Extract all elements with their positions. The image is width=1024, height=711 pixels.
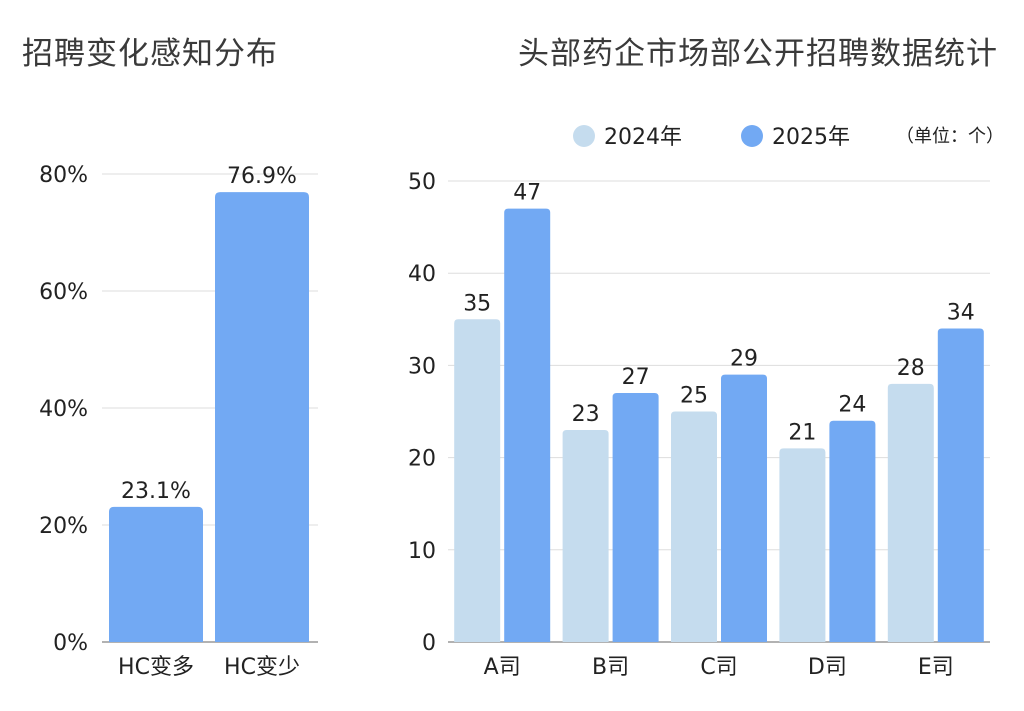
- right-category-label: E司: [918, 655, 954, 680]
- right-bar-value-label: 47: [513, 181, 541, 206]
- left-bar-value-label: 23.1%: [121, 479, 191, 504]
- right-category-label: C司: [700, 655, 737, 680]
- right-chart-title: 头部药企市场部公开招聘数据统计: [518, 36, 998, 72]
- left-y-tick-label: 80%: [39, 163, 88, 188]
- left-y-tick-label: 40%: [39, 397, 88, 422]
- right-y-tick-label: 30: [408, 354, 436, 379]
- right-bar: [937, 328, 984, 642]
- legend-swatch: [741, 125, 763, 147]
- left-y-tick-label: 20%: [39, 514, 88, 539]
- right-bar-value-label: 21: [788, 420, 816, 445]
- right-bar: [454, 319, 501, 642]
- left-y-tick-label: 60%: [39, 280, 88, 305]
- unit-note: （单位：个）: [896, 126, 1004, 147]
- right-bar: [562, 429, 609, 642]
- right-bar-value-label: 25: [680, 384, 708, 409]
- right-category-label: A司: [484, 655, 521, 680]
- right-bar: [612, 393, 659, 642]
- left-bar: [215, 192, 309, 642]
- right-bar: [779, 448, 826, 642]
- right-y-tick-label: 10: [408, 539, 436, 564]
- right-y-tick-label: 40: [408, 262, 436, 287]
- left-category-label: HC变多: [118, 655, 194, 680]
- left-y-tick-label: 0%: [53, 631, 88, 656]
- legend-label: 2025年: [772, 125, 850, 150]
- legend-swatch: [573, 125, 595, 147]
- right-bar: [504, 208, 551, 642]
- left-bar: [109, 506, 203, 642]
- right-bar: [671, 411, 717, 642]
- left-bar-value-label: 76.9%: [227, 164, 297, 189]
- left-chart-title: 招聘变化感知分布: [22, 36, 278, 72]
- right-bar-value-label: 29: [730, 347, 758, 372]
- right-bar: [721, 374, 767, 642]
- left-category-label: HC变少: [224, 655, 300, 680]
- right-bar-value-label: 23: [572, 402, 600, 427]
- right-category-label: D司: [808, 655, 847, 680]
- right-category-label: B司: [592, 655, 629, 680]
- right-y-tick-label: 0: [422, 631, 436, 656]
- right-bar: [887, 383, 934, 642]
- right-bar: [829, 420, 876, 642]
- right-y-tick-label: 50: [408, 170, 436, 195]
- right-y-tick-label: 20: [408, 447, 436, 472]
- right-bar-value-label: 24: [838, 393, 866, 418]
- right-bar-value-label: 27: [622, 365, 650, 390]
- legend-label: 2024年: [604, 125, 682, 150]
- right-bar-value-label: 35: [463, 291, 491, 316]
- right-bar-value-label: 34: [947, 301, 975, 326]
- right-bar-value-label: 28: [897, 356, 925, 381]
